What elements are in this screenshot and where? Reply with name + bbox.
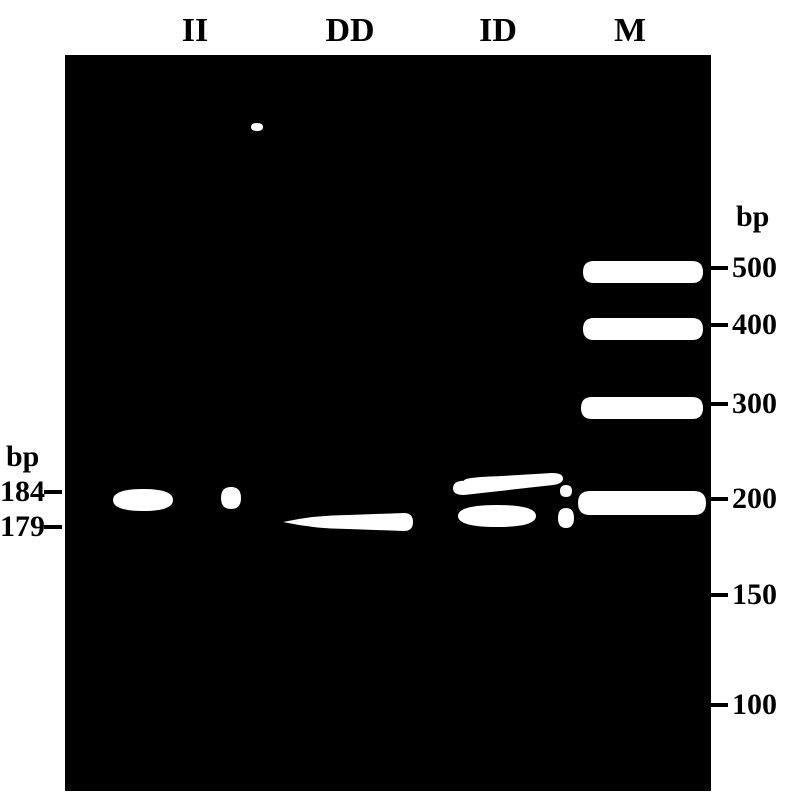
gel-band [581,397,703,419]
gel-band [578,491,706,515]
right-tick-label: 200 [732,482,777,516]
lane-header-M: M [590,12,670,50]
gel-frame [65,55,711,791]
right-tick [710,323,728,327]
gel-band [251,123,263,131]
left-tick [44,525,62,529]
right-tick [710,593,728,597]
right-tick [710,402,728,406]
lane-header-ID: ID [458,12,538,50]
gel-band [583,318,703,340]
left-tick-label: 179 [0,510,45,544]
left-unit-bp: bp [6,440,39,474]
right-tick [710,703,728,707]
right-tick [710,497,728,501]
gel-band [560,485,572,497]
gel-band [283,513,413,531]
right-tick-label: 400 [732,308,777,342]
lane-header-DD: DD [310,12,390,50]
right-tick-label: 300 [732,387,777,421]
right-tick-label: 500 [732,251,777,285]
gel-band [113,489,173,511]
gel-band [221,487,241,509]
right-tick-label: 100 [732,688,777,722]
left-tick-label: 184 [0,475,45,509]
gel-band [558,508,574,528]
gel-bands-svg [68,58,708,788]
gel-band [453,473,563,495]
gel-band [458,505,536,527]
right-tick [710,266,728,270]
right-tick-label: 150 [732,578,777,612]
left-tick [44,490,62,494]
right-unit-bp: bp [736,200,769,234]
lane-header-II: II [155,12,235,50]
gel-band [583,261,703,283]
